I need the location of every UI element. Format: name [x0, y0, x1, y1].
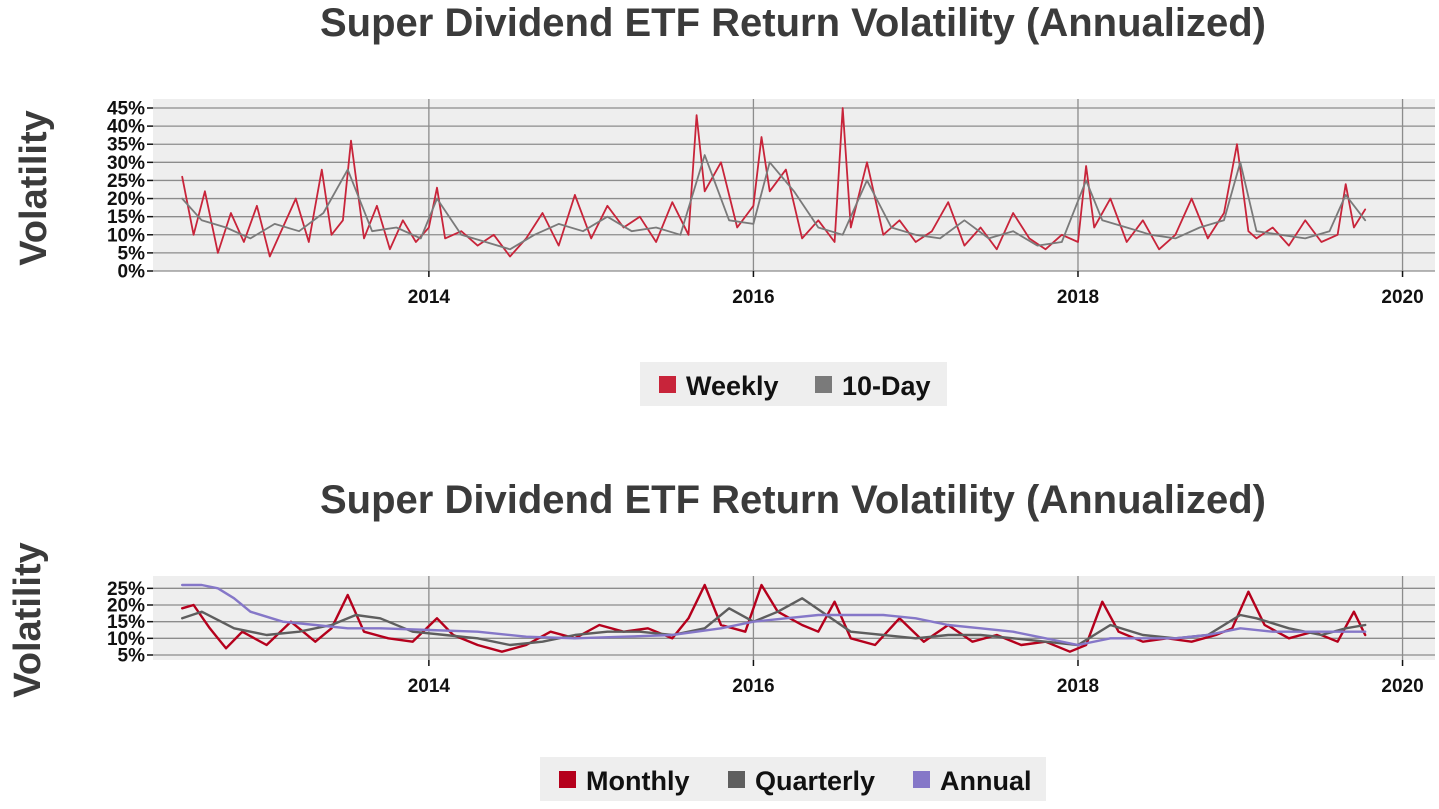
x-tick-label: 2016 — [732, 287, 774, 308]
x-tick-label: 2020 — [1381, 676, 1423, 697]
y-tick-label: 20% — [107, 189, 145, 210]
y-tick-label: 5% — [118, 646, 146, 667]
legend-label-weekly: Weekly — [686, 371, 779, 401]
legend-label-monthly: Monthly — [586, 766, 689, 796]
y-tick-label: 5% — [118, 243, 146, 264]
y-tick-label: 35% — [107, 135, 145, 156]
y-tick-label: 15% — [107, 207, 145, 228]
y-tick-label: 45% — [107, 99, 145, 120]
series-group — [180, 583, 1367, 653]
y-axis-label: Volatility — [13, 110, 55, 266]
legend-swatch-weekly — [659, 376, 676, 393]
legend-label-10day: 10-Day — [842, 371, 931, 401]
legend-swatch-annual — [913, 771, 930, 788]
legend-swatch-10day — [815, 376, 832, 393]
x-axis-ticks: 2014 2016 2018 2020 — [408, 660, 1424, 697]
x-tick-label: 2018 — [1057, 676, 1099, 697]
y-tick-label: 40% — [107, 117, 145, 138]
series-line-annual — [180, 583, 1367, 647]
y-tick-label: 10% — [107, 629, 145, 650]
x-tick-label: 2014 — [408, 676, 451, 697]
legend: Monthly Quarterly Annual — [540, 757, 1046, 801]
grid — [153, 99, 1435, 272]
x-tick-label: 2018 — [1057, 287, 1099, 308]
y-tick-label: 15% — [107, 612, 145, 633]
y-axis-ticks: 0%5%10%15%20%25%30%35%40%45% — [107, 99, 153, 283]
y-tick-label: 10% — [107, 225, 145, 246]
series-line-monthly — [180, 583, 1367, 653]
legend-box — [540, 757, 1046, 801]
series-group — [181, 107, 1367, 258]
y-tick-label: 25% — [107, 579, 145, 600]
y-axis-label: Volatility — [7, 542, 49, 698]
legend: Weekly 10-Day — [640, 362, 947, 406]
y-tick-label: 25% — [107, 171, 145, 192]
legend-swatch-monthly — [559, 771, 576, 788]
legend-label-annual: Annual — [940, 766, 1032, 796]
plot-panel — [153, 99, 1435, 271]
x-tick-label: 2016 — [732, 676, 774, 697]
chart-title: Super Dividend ETF Return Volatility (An… — [320, 1, 1266, 45]
legend-box — [640, 362, 947, 406]
y-tick-label: 30% — [107, 153, 145, 174]
legend-swatch-quarterly — [728, 771, 745, 788]
legend-label-quarterly: Quarterly — [755, 766, 875, 796]
x-tick-label: 2014 — [408, 287, 451, 308]
chart-weekly-10day: Super Dividend ETF Return Volatility (An… — [13, 1, 1435, 406]
series-line-10-day — [181, 154, 1367, 251]
y-tick-label: 20% — [107, 596, 145, 617]
chart-title: Super Dividend ETF Return Volatility (An… — [320, 478, 1266, 522]
chart-monthly-quarterly-annual: Super Dividend ETF Return Volatility (An… — [7, 478, 1435, 801]
y-tick-label: 0% — [118, 262, 146, 283]
x-tick-label: 2020 — [1381, 287, 1423, 308]
y-axis-ticks: 5%10%15%20%25% — [107, 579, 153, 667]
x-axis-ticks: 2014 2016 2018 2020 — [408, 271, 1424, 308]
